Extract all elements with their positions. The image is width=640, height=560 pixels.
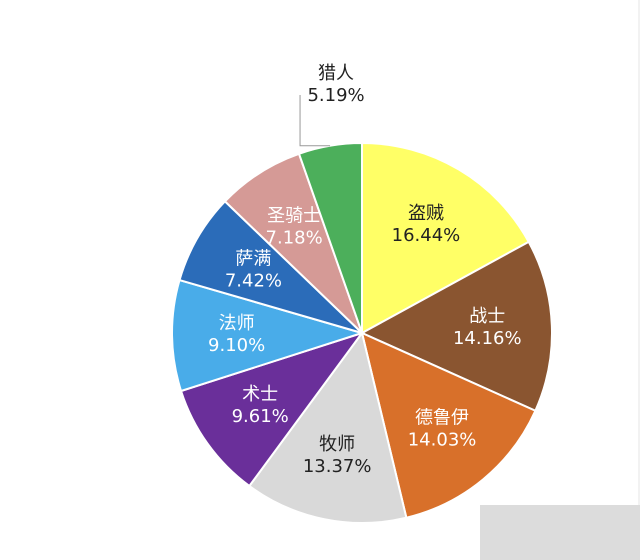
slice-value-label: 7.18%	[266, 228, 323, 249]
slice-value-label: 14.03%	[408, 430, 477, 451]
pie-slice	[359, 240, 553, 413]
slice-value-label: 9.10%	[208, 335, 265, 356]
slice-label: 战士	[469, 306, 505, 327]
pie-slice	[179, 331, 365, 488]
slice-label: 圣骑士	[267, 206, 321, 227]
slice-label: 术士	[242, 384, 278, 405]
pie-slice	[247, 330, 408, 524]
slice-value-label: 5.19%	[307, 85, 364, 106]
leader-line	[299, 95, 331, 147]
slice-value-label: 9.61%	[232, 406, 289, 427]
pie-slice	[171, 278, 366, 393]
slice-label: 德鲁伊	[415, 408, 469, 429]
slice-label: 盗贼	[408, 203, 444, 224]
slice-label: 牧师	[319, 434, 355, 455]
slice-label: 法师	[219, 313, 255, 334]
slice-value-label: 7.42%	[225, 270, 282, 291]
slice-label: 猎人	[318, 63, 354, 84]
pie-slice	[361, 141, 531, 335]
slice-label: 萨满	[235, 248, 271, 269]
slice-value-label: 14.16%	[453, 328, 522, 349]
slice-value-label: 16.44%	[392, 225, 461, 246]
pie-slice	[360, 331, 537, 519]
watermark-box	[480, 505, 640, 560]
slice-value-label: 13.37%	[303, 456, 372, 477]
